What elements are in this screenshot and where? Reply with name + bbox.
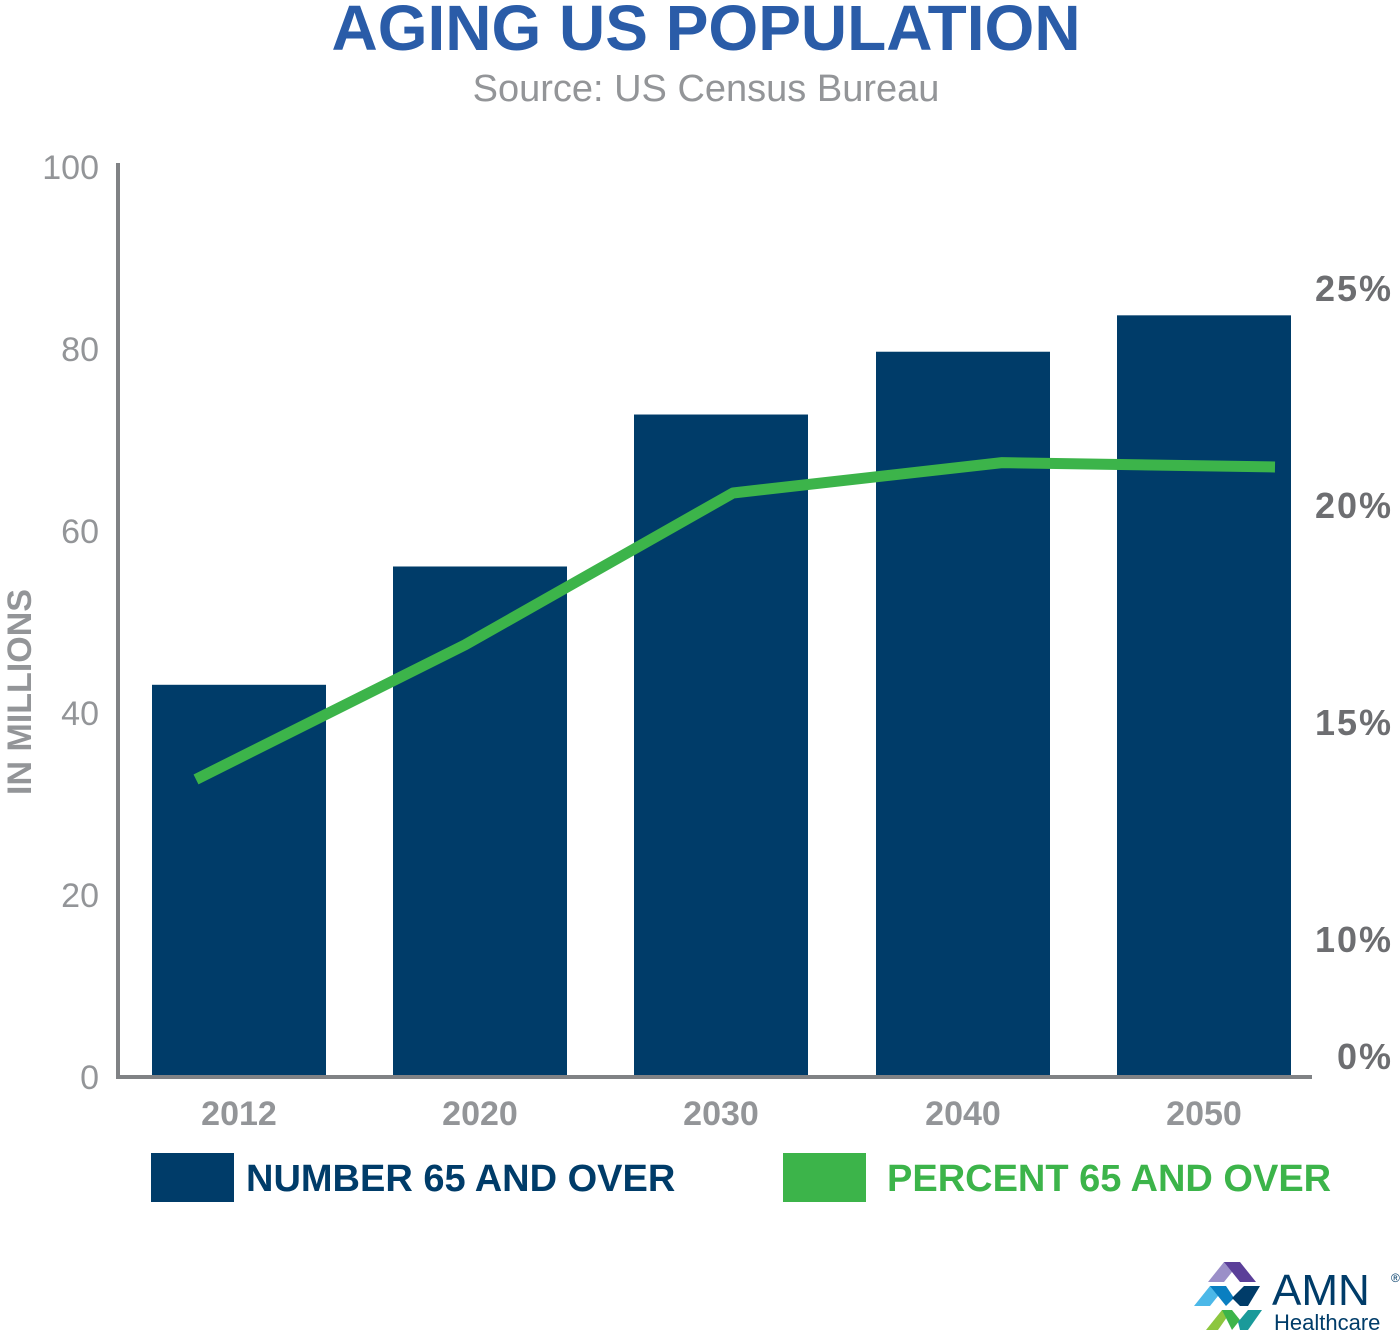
y2-tick-label: 10% — [1315, 919, 1393, 960]
chart-title: AGING US POPULATION — [331, 0, 1080, 64]
bar-2020 — [393, 566, 567, 1077]
y-tick-label: 40 — [61, 695, 99, 733]
legend-swatch-line — [783, 1153, 866, 1202]
chart-subtitle: Source: US Census Bureau — [473, 68, 940, 110]
legend-label-bar: NUMBER 65 AND OVER — [246, 1158, 675, 1200]
logo-sub: Healthcare — [1274, 1310, 1380, 1332]
amn-logo-mark-icon — [1194, 1262, 1262, 1330]
y-tick-label: 80 — [61, 331, 99, 369]
x-tick-label: 2012 — [201, 1095, 277, 1133]
y-tick-label: 100 — [42, 149, 99, 187]
x-tick-label: 2020 — [442, 1095, 518, 1133]
bar-2050 — [1117, 315, 1291, 1077]
x-tick-label: 2040 — [925, 1095, 1001, 1133]
x-tick-label: 2050 — [1166, 1095, 1242, 1133]
y-tick-label: 60 — [61, 513, 99, 551]
legend: NUMBER 65 AND OVER PERCENT 65 AND OVER — [151, 1153, 1331, 1202]
bar-2030 — [634, 415, 808, 1077]
logo-name: AMN — [1272, 1266, 1370, 1315]
bar-2012 — [152, 685, 326, 1077]
y2-tick-label: 15% — [1315, 702, 1393, 743]
y-axis-label: IN MILLIONS — [1, 589, 39, 795]
x-tick-label: 2030 — [683, 1095, 759, 1133]
y-tick-label: 0 — [80, 1059, 99, 1097]
y-tick-label: 20 — [61, 877, 99, 915]
amn-logo: AMN ® Healthcare — [1194, 1262, 1400, 1332]
y2-tick-label: 25% — [1315, 268, 1393, 309]
legend-label-line: PERCENT 65 AND OVER — [887, 1158, 1331, 1200]
y2-tick-label: 20% — [1315, 485, 1393, 526]
y2-tick-label: 0% — [1337, 1036, 1393, 1077]
logo-registered: ® — [1391, 1271, 1400, 1285]
legend-swatch-bar — [151, 1153, 234, 1202]
